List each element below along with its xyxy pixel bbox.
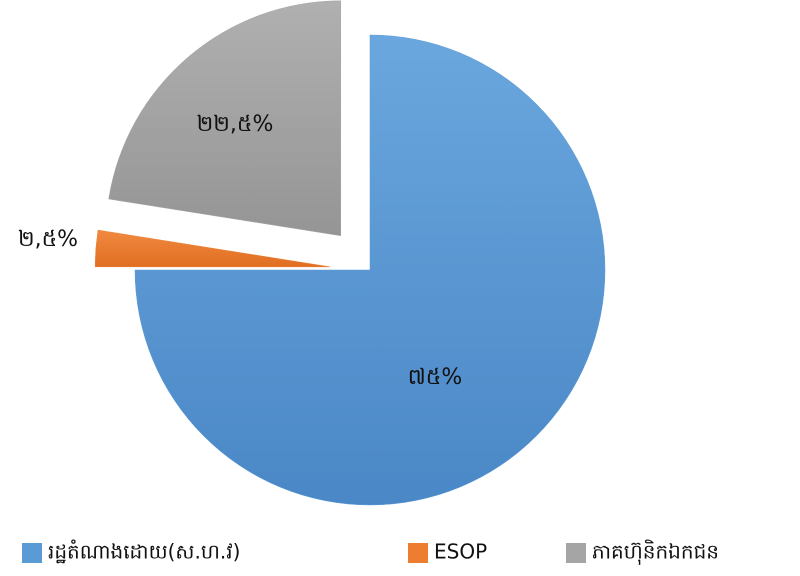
- data-label: ២២,៥%: [197, 112, 274, 137]
- legend-swatch: [22, 543, 42, 563]
- legend-label: រដ្ឋតំណាងដោយ(ស.ហ.វ): [48, 539, 240, 564]
- pie-slice: [134, 34, 606, 506]
- data-label: ៧៥%: [408, 365, 463, 390]
- legend-label: ភាគហ៊ុនិកឯកជន: [592, 539, 719, 566]
- pie-slice: [108, 0, 342, 237]
- legend-swatch: [408, 543, 428, 563]
- legend-swatch: [566, 543, 586, 563]
- pie-slice: [94, 229, 331, 268]
- legend-label: ESOP: [434, 540, 487, 564]
- data-label: ២,៥%: [18, 227, 78, 252]
